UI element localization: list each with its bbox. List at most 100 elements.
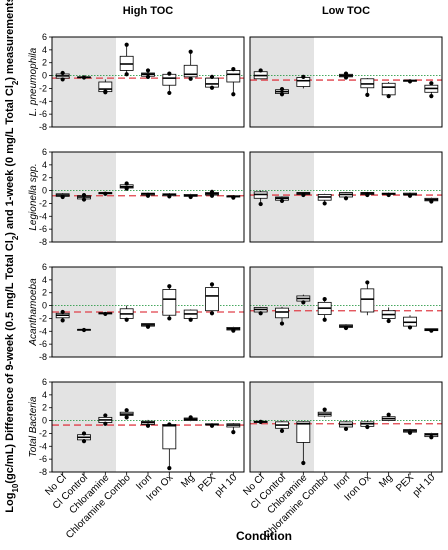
data-point [322,297,327,302]
boxplot [183,309,198,322]
data-point [167,71,172,76]
data-point [322,317,327,322]
boxplot [162,422,177,471]
y-tick-label: -2 [39,313,47,323]
x-tick-label: pH 10 [213,472,240,499]
y-tick-label: 0 [42,416,47,426]
boxplot [275,420,289,433]
boxplot [253,306,268,316]
data-point [365,424,370,430]
y-tick-label: -8 [39,237,47,247]
boxplot [162,71,177,96]
box-iqr [360,288,375,313]
panel-border [249,36,443,128]
data-point [231,92,236,97]
data-point [343,196,349,201]
boxplot [98,413,113,426]
data-point [188,415,193,420]
y-tick-label: 2 [42,173,47,183]
data-point [279,321,285,326]
boxplot [381,307,396,324]
data-point [429,199,434,204]
boxplot [424,197,439,204]
facet-panel: 6 4 2 0 -2 -4 -6 -8 [39,262,245,362]
y-tick-label: 6 [42,147,47,157]
boxplot [275,196,289,203]
boxplot [226,67,241,97]
data-point [407,79,413,84]
y-tick-label: 4 [42,160,47,170]
data-point [258,68,263,73]
data-point [279,92,285,97]
boxplot [253,68,268,80]
data-point [81,192,87,198]
boxplot [141,192,155,198]
y-axis-title-text: Log10(gc/mL) Difference of 9-week (0.5 m… [4,0,20,513]
data-point [188,194,193,200]
boxplot [253,419,268,424]
data-point [386,192,391,198]
data-point [386,94,391,99]
boxplot [119,305,134,322]
boxplot [77,192,91,202]
data-point [429,81,434,86]
data-point [343,75,349,80]
y-tick-label: 2 [42,403,47,413]
y-tick-label: 6 [42,262,47,272]
data-point [343,426,349,432]
y-tick-label: 2 [42,58,47,68]
data-point [124,181,129,186]
data-point [60,70,65,76]
data-point [145,193,151,198]
box-iqr [162,289,177,316]
data-point [145,324,151,329]
y-tick-label: 0 [42,71,47,81]
box-iqr [162,424,177,450]
data-point [124,408,129,413]
facet-panel [249,36,443,128]
boxplot [98,79,113,95]
y-tick-label: -4 [39,96,47,106]
row-facet-label: L. pneumophila [28,47,39,116]
y-axis-title-subscript: 2 [11,80,20,85]
data-point [124,317,129,322]
data-point [258,311,263,316]
boxplot [98,311,113,317]
boxplot [339,71,353,80]
boxplot [205,423,219,428]
data-point [365,192,370,198]
boxplot [183,415,198,422]
y-axis-title-segment: (gc/mL) Difference of 9-week (0.5 mg/L T… [4,240,16,483]
y-tick-label: -4 [39,326,47,336]
x-axis-title: Condition [236,529,292,543]
data-point [60,309,65,315]
y-tick-label: 0 [42,186,47,196]
data-point [209,282,215,287]
boxplot [119,408,134,420]
y-axis-title-segment: Log [4,493,16,513]
boxplot [296,192,311,198]
box-iqr [275,307,289,319]
data-point [103,311,108,317]
boxplot [360,191,375,198]
boxplot [226,326,241,333]
boxplot [317,193,332,206]
data-point [322,201,327,206]
boxplot [253,190,268,207]
facet-panel [249,151,443,243]
data-point [209,74,215,79]
boxplot [77,327,91,333]
y-tick-label: -2 [39,83,47,93]
box-iqr [226,70,241,83]
facet-panel: 6 4 2 0 -2 -4 -6 -8 [39,32,245,132]
boxplot [55,70,70,82]
data-point [343,325,349,331]
facet-panel [249,266,443,358]
boxplot [77,431,91,444]
data-point [365,92,370,97]
data-point [429,94,434,99]
data-point [407,193,413,198]
boxplot [403,192,417,198]
data-point [209,311,215,316]
